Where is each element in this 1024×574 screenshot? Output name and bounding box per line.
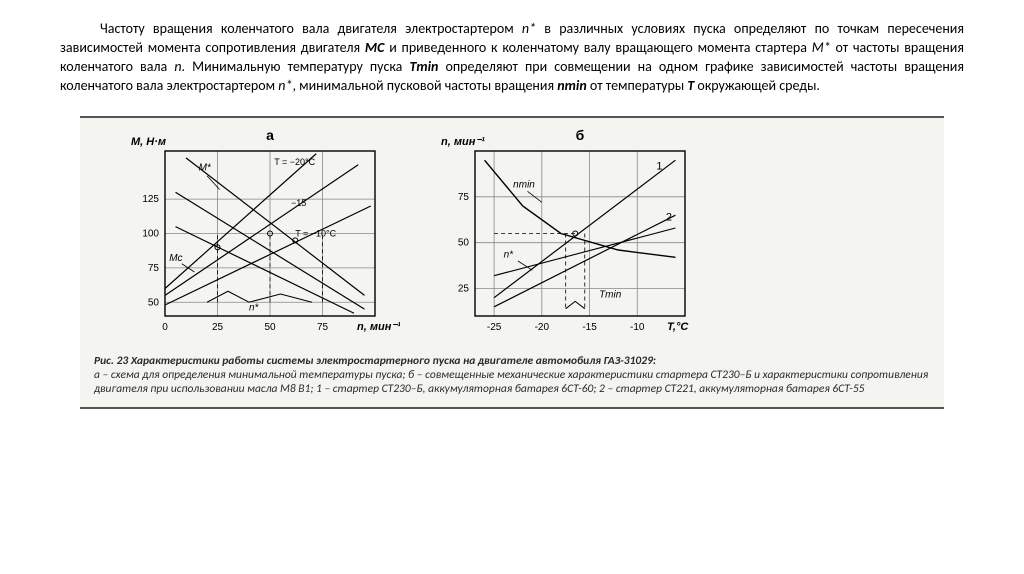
chart-a: а М, Н·м 0 25 50 75 50 75 100 125 n, мин⁻¹ M* Mс T = … bbox=[120, 126, 400, 346]
svg-text:75: 75 bbox=[317, 322, 329, 333]
svg-text:n, мин⁻¹: n, мин⁻¹ bbox=[357, 321, 400, 333]
svg-text:n*: n* bbox=[504, 249, 515, 260]
svg-text:а: а bbox=[266, 127, 274, 143]
svg-text:1: 1 bbox=[656, 160, 662, 172]
svg-text:100: 100 bbox=[142, 228, 159, 239]
svg-text:б: б bbox=[576, 127, 585, 143]
svg-text:nmin: nmin bbox=[513, 179, 535, 190]
svg-text:Tmin: Tmin bbox=[599, 289, 622, 300]
svg-text:50: 50 bbox=[148, 297, 160, 308]
svg-text:Mс: Mс bbox=[169, 253, 182, 264]
svg-text:25: 25 bbox=[212, 322, 224, 333]
svg-text:25: 25 bbox=[458, 283, 470, 294]
svg-text:2: 2 bbox=[666, 211, 672, 223]
svg-text:50: 50 bbox=[264, 322, 276, 333]
svg-text:-20: -20 bbox=[535, 322, 550, 333]
svg-text:50: 50 bbox=[458, 237, 470, 248]
svg-text:75: 75 bbox=[148, 262, 160, 273]
svg-text:-25: -25 bbox=[487, 322, 502, 333]
caption-body: а – схема для определения минимальной те… bbox=[94, 368, 928, 396]
svg-text:T = −10°C: T = −10°C bbox=[295, 228, 336, 238]
svg-text:T = −20°C: T = −20°C bbox=[274, 156, 315, 166]
figure-caption: Рис. 23 Характеристики работы системы эл… bbox=[90, 352, 934, 397]
svg-text:M*: M* bbox=[199, 162, 212, 173]
svg-text:n, мин⁻¹: n, мин⁻¹ bbox=[441, 136, 485, 148]
svg-text:-10: -10 bbox=[630, 322, 645, 333]
svg-text:125: 125 bbox=[142, 194, 159, 205]
svg-text:−15: −15 bbox=[291, 198, 306, 208]
caption-title: Рис. 23 Характеристики работы системы эл… bbox=[94, 354, 656, 368]
svg-text:0: 0 bbox=[162, 322, 168, 333]
figure-23: аМ, Н·м02550755075100125n, мин⁻¹M*MсT = … bbox=[80, 116, 944, 409]
chart-b: б n, мин⁻¹ -25 -20 -15 -10 25 50 75 T,°C nmin n* 1 2 T… bbox=[430, 126, 710, 346]
svg-text:-15: -15 bbox=[582, 322, 597, 333]
intro-paragraph: Частоту вращения коленчатого вала двигат… bbox=[60, 20, 964, 96]
svg-text:n*: n* bbox=[249, 302, 260, 313]
svg-text:75: 75 bbox=[458, 191, 470, 202]
svg-text:T,°C: T,°C bbox=[667, 321, 689, 333]
svg-text:М, Н·м: М, Н·м bbox=[131, 136, 166, 148]
